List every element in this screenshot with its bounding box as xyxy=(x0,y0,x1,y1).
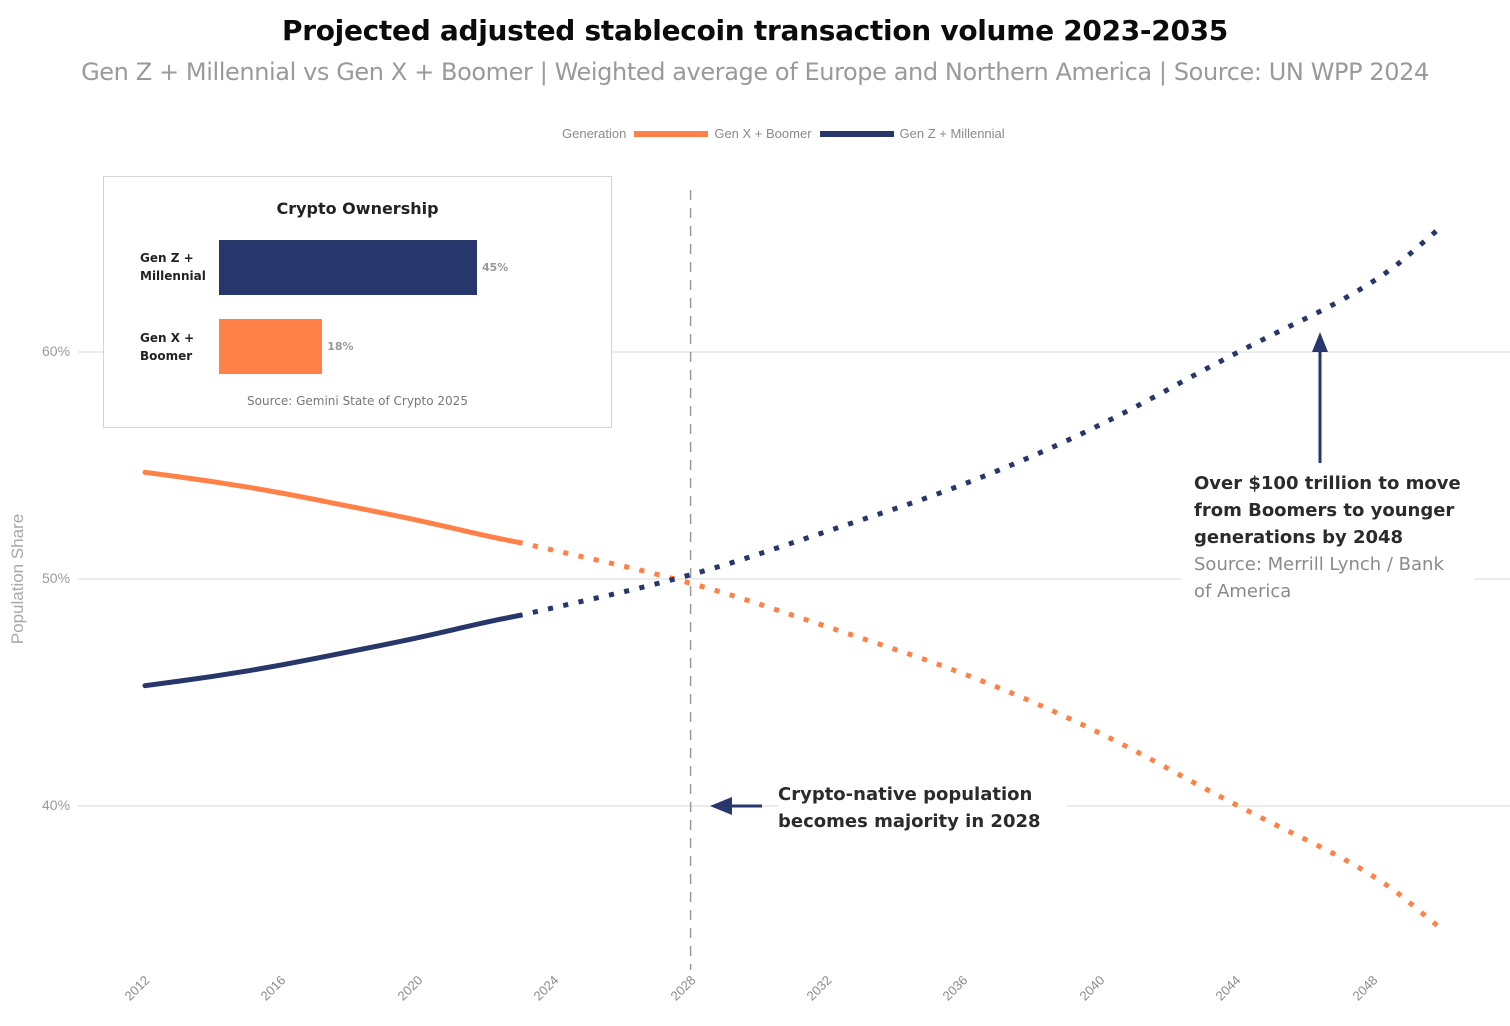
inset-label-line: Boomer xyxy=(140,349,193,363)
legend-swatch-gen-x-boomer xyxy=(634,130,709,137)
inset-value-gen-x-boomer: 18% xyxy=(327,340,354,353)
legend: Generation Gen X + Boomer Gen Z + Millen… xyxy=(562,126,1005,141)
inset-label-line: Gen Z + xyxy=(140,251,194,265)
line-gen-z-millennial-historical xyxy=(142,612,523,689)
legend-label-gen-x-boomer: Gen X + Boomer xyxy=(714,126,812,141)
inset-bar-gen-x-boomer xyxy=(219,319,323,374)
annotation-text: becomes majority in 2028 xyxy=(778,811,1041,832)
inset-label-gen-x-boomer: Gen X + Boomer xyxy=(140,329,194,365)
legend-swatch-gen-z-millennial xyxy=(819,130,894,137)
legend-title: Generation xyxy=(562,126,627,141)
y-tick-label: 40% xyxy=(42,797,71,813)
annotation-majority-2028: Crypto-native population becomes majorit… xyxy=(778,781,1067,835)
line-gen-x-boomer-historical xyxy=(142,469,523,546)
inset-bar-gen-z-millennial xyxy=(219,240,477,295)
annotation-text: Crypto-native population xyxy=(778,784,1033,805)
y-axis-title: Population Share xyxy=(8,513,27,645)
annotation-text: generations by 2048 xyxy=(1194,527,1404,548)
crypto-ownership-inset: Crypto Ownership Gen Z + Millennial 45% … xyxy=(103,176,612,428)
inset-label-gen-z-millennial: Gen Z + Millennial xyxy=(140,249,206,285)
inset-value-gen-z-millennial: 45% xyxy=(482,261,509,274)
chart-subtitle: Gen Z + Millennial vs Gen X + Boomer | W… xyxy=(81,58,1429,86)
annotation-wealth-transfer: Over $100 trillion to move from Boomers … xyxy=(1181,470,1474,611)
annotation-text: from Boomers to younger xyxy=(1194,500,1455,521)
legend-label-gen-z-millennial: Gen Z + Millennial xyxy=(899,126,1005,141)
annotation-text: Over $100 trillion to move xyxy=(1194,473,1461,494)
inset-label-line: Gen X + xyxy=(140,331,195,345)
inset-source: Source: Gemini State of Crypto 2025 xyxy=(247,394,468,408)
inset-title: Crypto Ownership xyxy=(276,199,439,218)
y-tick-label: 50% xyxy=(42,570,71,586)
arrow-left-icon xyxy=(710,797,732,815)
annotation-source: Source: Merrill Lynch / Bank xyxy=(1194,554,1444,575)
arrow-up-icon xyxy=(1312,332,1328,352)
inset-label-line: Millennial xyxy=(140,269,206,283)
chart-title: Projected adjusted stablecoin transactio… xyxy=(281,14,1228,47)
y-tick-label: 60% xyxy=(42,343,71,359)
annotation-source: of America xyxy=(1194,581,1292,602)
